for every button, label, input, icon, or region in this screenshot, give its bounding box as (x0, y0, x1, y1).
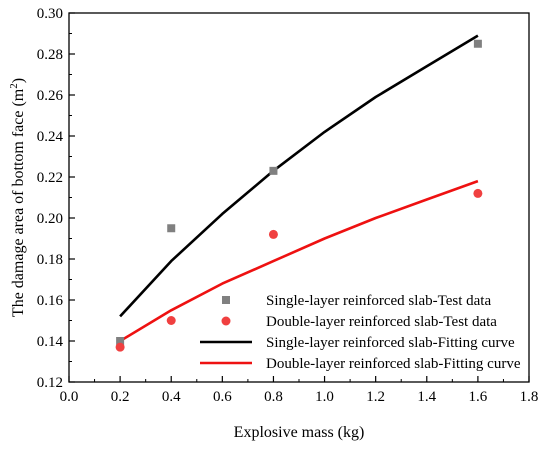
test-data-points (115, 39, 483, 352)
y-axis-title-main: The damage area of bottom face (m (10, 88, 27, 317)
data-point-series-1 (115, 342, 125, 352)
legend-entry-label: Single-layer reinforced slab-Fitting cur… (266, 335, 515, 351)
x-tick-label: 0.8 (264, 389, 283, 405)
legend-entry-label: Double-layer reinforced slab-Test data (266, 314, 497, 330)
y-tick-label: 0.16 (37, 293, 64, 309)
data-point-series-1 (166, 316, 176, 325)
y-tick-label: 0.24 (37, 129, 64, 145)
legend-marker-swatch (222, 296, 230, 304)
fitting-curves (119, 34, 479, 343)
legend-entry-label: Double-layer reinforced slab-Fitting cur… (266, 356, 521, 372)
y-tick-label: 0.26 (37, 88, 64, 104)
x-tick-label: 0.6 (213, 389, 232, 405)
y-tick-label: 0.22 (37, 170, 63, 186)
y-tick-label: 0.18 (37, 252, 63, 268)
x-tick-label: 1.8 (520, 389, 539, 405)
x-tick-label: 1.2 (366, 389, 385, 405)
data-point-series-1 (268, 229, 278, 239)
y-tick-label: 0.20 (37, 211, 63, 227)
fitting-curve-2 (119, 34, 479, 318)
fitting-curve-3 (119, 179, 479, 343)
data-point-series-0 (269, 166, 278, 175)
x-tick-label: 0.2 (111, 389, 130, 405)
y-tick-label: 0.14 (37, 334, 64, 350)
x-tick-label: 1.0 (315, 389, 334, 405)
axis-ticks: 0.0 0.2 0.4 0.6 0.8 1.0 1.2 1.4 1.6 1.8 0.12 0.14 0.… (37, 6, 539, 405)
data-point-series-1 (473, 188, 483, 198)
x-axis-title: Explosive mass (kg) (234, 424, 365, 441)
data-point-series-0 (167, 224, 176, 233)
y-axis-title-close: ) (10, 78, 27, 83)
x-tick-label: 1.6 (469, 389, 488, 405)
y-axis-title-superscript: 2 (8, 83, 20, 89)
data-point-series-0 (473, 39, 482, 48)
x-tick-label: 1.4 (417, 389, 436, 405)
y-axis-title: The damage area of bottom face (m2) (8, 78, 27, 317)
legend: Single-layer reinforced slab-Test data Do… (200, 293, 521, 372)
x-tick-label: 0.0 (60, 389, 79, 405)
legend-marker-swatch (221, 316, 231, 326)
data-point-series-0 (116, 337, 125, 345)
y-tick-label: 0.30 (37, 6, 63, 22)
x-tick-label: 0.4 (162, 389, 181, 405)
legend-entry-label: Single-layer reinforced slab-Test data (266, 293, 491, 309)
y-tick-label: 0.28 (37, 47, 63, 63)
y-tick-label: 0.12 (37, 375, 63, 391)
